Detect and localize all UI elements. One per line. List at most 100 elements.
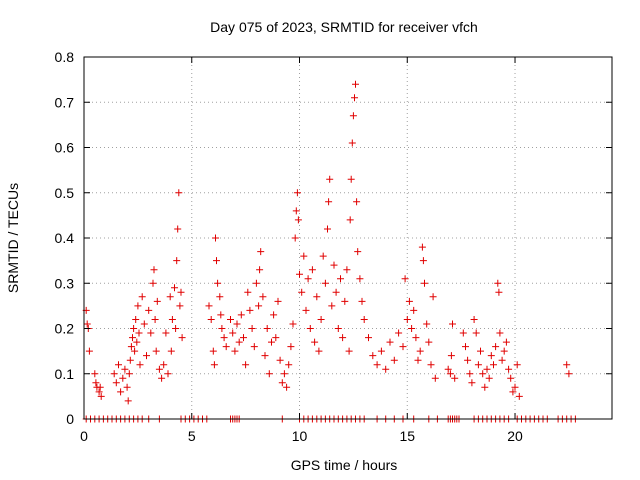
data-point [492,343,500,351]
data-point [386,338,394,346]
data-point [92,379,100,387]
data-point [419,257,427,265]
data-point [470,316,478,323]
data-point [408,325,416,332]
data-point [468,379,476,387]
data-point [356,275,364,283]
data-point [481,383,489,391]
data-point [401,275,409,283]
data-point [421,279,428,287]
y-axis-title: SRMTID / TECUs [5,183,21,293]
data-point [115,361,122,369]
data-point [425,338,433,346]
data-point [325,198,333,206]
data-point [176,302,184,310]
data-point [130,325,138,332]
data-point [447,352,455,360]
data-point [502,338,510,346]
data-point [431,374,439,382]
data-point [423,320,431,328]
y-tick-label: 0.8 [55,49,75,65]
data-point [292,207,300,215]
data-point [162,329,170,337]
data-point [507,374,515,382]
data-point [235,338,243,346]
data-point [291,234,299,242]
data-point [347,175,355,183]
data-point [178,334,186,342]
data-point [133,338,141,346]
data-point [427,361,435,369]
y-tick-label: 0.2 [55,321,75,337]
data-point [123,383,131,391]
data-point [337,275,344,283]
data-point [151,316,159,323]
data-point [444,365,452,373]
data-point [498,356,506,364]
data-point [136,361,144,369]
data-point [127,343,135,351]
x-tick-label: 10 [292,428,308,444]
data-point [140,320,148,328]
data-point [166,293,174,301]
data-point [242,361,250,369]
data-point [466,370,474,378]
data-point [416,347,424,355]
data-point [248,325,256,332]
data-point [257,248,265,256]
x-tick-label: 5 [188,428,196,444]
data-point [328,302,336,310]
data-point [149,279,157,287]
data-point [173,257,181,265]
data-point [143,352,150,360]
data-point [135,329,143,337]
ticks-layer: 0 0.1 0.2 0.3 0.4 0.5 0.6 0.7 0.8 0 5 10 15 20 [55,49,612,444]
data-point [324,225,331,233]
x-tick-label: 20 [507,428,523,444]
data-point [256,266,264,274]
data-point [155,365,163,373]
grid-layer [84,57,612,419]
data-point [382,365,390,373]
data-point [354,248,362,256]
data-point [134,302,142,310]
data-point [222,343,230,351]
data-point [464,356,472,364]
data-point [274,297,282,305]
data-point [285,361,293,369]
data-point [496,329,504,337]
data-point [479,370,487,378]
data-point [83,320,91,328]
data-point [265,370,273,378]
data-point [313,293,321,301]
data-point [272,334,280,342]
data-point [509,388,517,396]
y-tick-label: 0.7 [55,94,75,110]
data-point [168,316,176,323]
data-point [563,361,571,369]
data-point [205,302,213,310]
data-point [293,189,301,197]
data-point [345,347,353,355]
data-point [472,329,480,337]
data-point [505,365,513,373]
x-tick-label: 0 [80,428,88,444]
data-point [91,370,99,378]
data-point [97,392,105,400]
data-point [110,370,118,378]
data-point [410,306,418,314]
data-point [302,306,310,314]
data-point [174,225,182,233]
data-point [348,139,356,147]
data-point [227,316,234,323]
data-point [403,316,411,323]
data-point [250,343,258,351]
data-point [330,261,338,269]
data-point [95,388,103,396]
data-point [390,356,398,364]
data-point [341,297,349,305]
data-point [317,316,325,323]
data-point [244,288,252,296]
y-tick-label: 0.4 [55,230,75,246]
